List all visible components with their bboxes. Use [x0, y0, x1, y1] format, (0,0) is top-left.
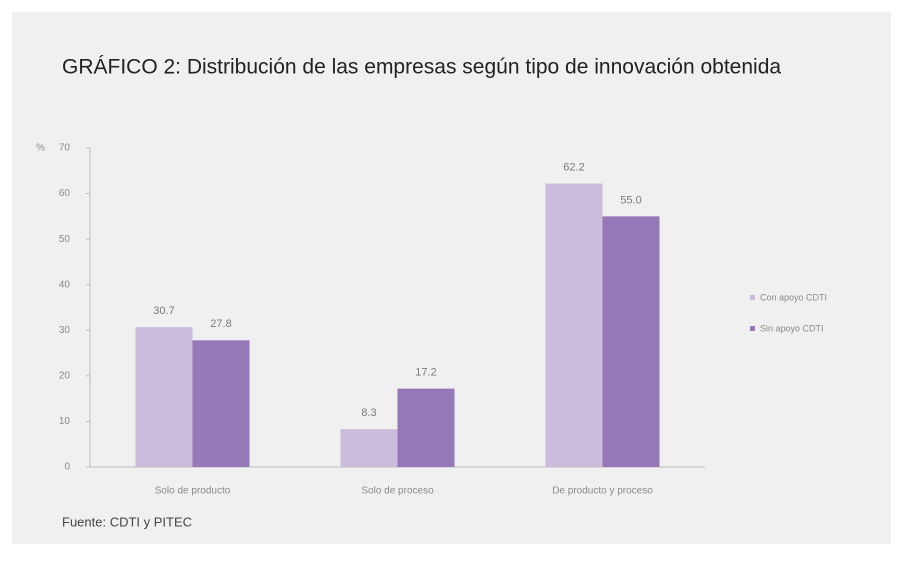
y-tick-label: 50 — [59, 234, 71, 245]
bar — [545, 183, 603, 467]
value-label: 17.2 — [415, 367, 436, 379]
bar — [602, 216, 660, 467]
value-label: 55.0 — [620, 194, 641, 206]
y-tick-label: 30 — [59, 325, 71, 336]
y-tick-label: 10 — [59, 416, 71, 427]
chart-title: GRÁFICO 2: Distribución de las empresas … — [62, 56, 781, 79]
x-tick-label: Solo de producto — [155, 486, 231, 497]
y-tick-label: 0 — [64, 462, 70, 473]
bar — [397, 388, 455, 467]
bar — [135, 327, 193, 467]
value-label: 8.3 — [361, 407, 376, 419]
value-label: 62.2 — [563, 161, 584, 173]
y-tick-label: 70 — [59, 143, 71, 154]
y-tick-label: 60 — [59, 188, 71, 199]
bar — [192, 340, 250, 467]
legend-label: Con apoyo CDTI — [760, 292, 827, 302]
y-axis-label: % — [36, 143, 45, 154]
source: Fuente: CDTI y PITEC — [62, 514, 192, 529]
y-tick-label: 20 — [59, 370, 71, 381]
bar — [340, 429, 398, 467]
y-tick-label: 40 — [59, 279, 71, 290]
value-label: 30.7 — [153, 305, 174, 317]
legend-swatch — [750, 326, 755, 331]
x-tick-label: Solo de proceso — [361, 486, 434, 497]
legend-swatch — [750, 295, 755, 300]
x-tick-label: De producto y proceso — [552, 486, 653, 497]
value-label: 27.8 — [210, 318, 231, 330]
legend-label: Sin apoyo CDTI — [760, 323, 824, 333]
